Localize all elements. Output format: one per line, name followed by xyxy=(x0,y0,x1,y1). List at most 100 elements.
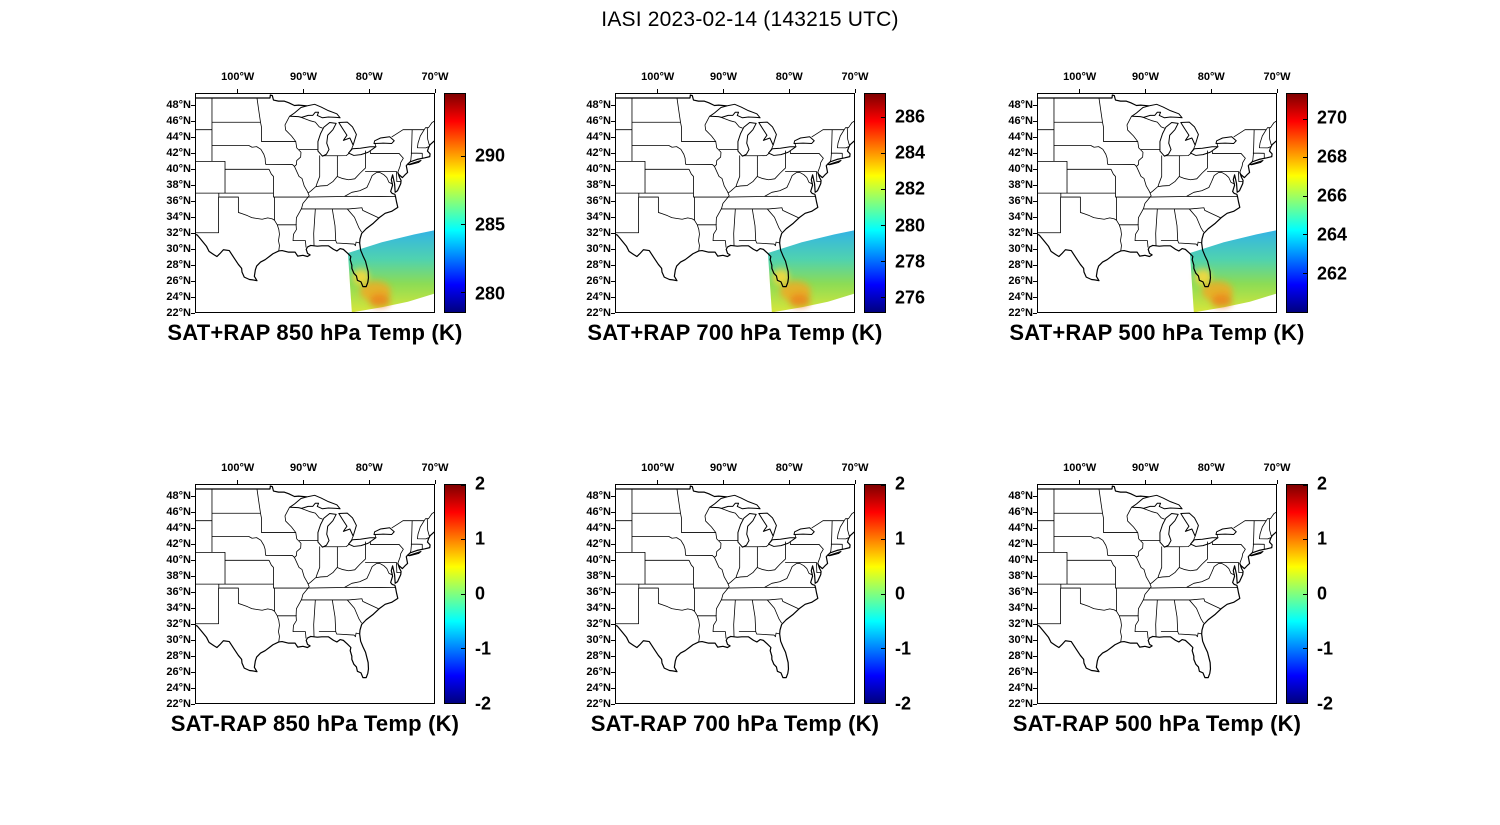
panel-title: SAT+RAP 850 hPa Temp (K) xyxy=(167,320,463,345)
lat-tick-label: 48°N xyxy=(166,99,191,111)
lat-tick-mark xyxy=(191,264,195,266)
lat-tick-mark xyxy=(1033,120,1037,122)
colorbar-tick-label: 0 xyxy=(895,583,906,604)
lat-tick-mark xyxy=(191,312,195,314)
lat-tick-label: 48°N xyxy=(1008,99,1033,111)
lon-tick-mark xyxy=(1210,89,1212,93)
lat-tick-mark xyxy=(1033,248,1037,250)
lat-tick-label: 42°N xyxy=(1008,147,1033,159)
lat-tick-label: 28°N xyxy=(166,259,191,271)
lat-tick-label: 38°N xyxy=(166,179,191,191)
us-map-svg xyxy=(1038,94,1276,312)
state-boundaries xyxy=(196,485,434,679)
lat-tick-mark xyxy=(1033,296,1037,298)
colorbar-tick-mark xyxy=(1303,702,1307,704)
lat-tick-mark xyxy=(1033,312,1037,314)
colorbar-tick-label: 276 xyxy=(895,287,926,308)
lat-tick-mark xyxy=(611,687,615,689)
lat-tick-label: 38°N xyxy=(586,179,611,191)
lon-tick-mark xyxy=(302,480,304,484)
map-axes xyxy=(195,484,435,704)
colorbar-tick-label: -2 xyxy=(475,693,492,714)
lat-tick-label: 32°N xyxy=(586,227,611,239)
lat-tick-label: 36°N xyxy=(1008,195,1033,207)
state-boundaries xyxy=(1038,485,1276,679)
figure-title: IASI 2023-02-14 (143215 UTC) xyxy=(601,8,899,31)
colorbar-tick-label: 280 xyxy=(475,283,506,304)
lat-tick-mark xyxy=(191,687,195,689)
colorbar-tick-label: -2 xyxy=(1317,693,1334,714)
colorbar-tick-mark xyxy=(1303,118,1307,120)
lat-tick-mark xyxy=(611,543,615,545)
colorbar-tick-label: -1 xyxy=(475,638,492,659)
colorbar-tick-mark xyxy=(881,648,885,649)
lon-tick-label: 90°W xyxy=(709,462,737,474)
lat-tick-label: 46°N xyxy=(586,115,611,127)
lat-tick-label: 34°N xyxy=(586,602,611,614)
lat-tick-label: 40°N xyxy=(1008,554,1033,566)
lon-tick-mark xyxy=(722,480,724,484)
lat-tick-mark xyxy=(191,152,195,154)
lat-tick-mark xyxy=(611,200,615,202)
lat-tick-label: 46°N xyxy=(166,115,191,127)
lat-tick-mark xyxy=(1033,607,1037,609)
lat-tick-mark xyxy=(611,232,615,234)
lat-tick-mark xyxy=(1033,232,1037,234)
panel-title: SAT-RAP 850 hPa Temp (K) xyxy=(170,711,460,736)
lat-tick-label: 36°N xyxy=(166,195,191,207)
lat-tick-mark xyxy=(191,184,195,186)
satellite-swath xyxy=(348,230,434,312)
lat-tick-mark xyxy=(611,280,615,282)
colorbar-tick-label: 2 xyxy=(1317,473,1328,494)
colorbar-tick-mark xyxy=(1303,234,1307,236)
satellite-swath xyxy=(1190,230,1276,312)
lon-tick-label: 70°W xyxy=(1263,71,1291,83)
lat-tick-label: 24°N xyxy=(166,682,191,694)
lat-tick-mark xyxy=(1033,136,1037,138)
lon-tick-mark xyxy=(854,89,856,93)
colorbar xyxy=(1286,93,1308,313)
lat-tick-mark xyxy=(611,136,615,138)
lat-tick-mark xyxy=(1033,216,1037,218)
lat-tick-label: 48°N xyxy=(1008,490,1033,502)
panel-sat-minus-rap-850: 100°W 90°W 80°W 70°W 48°N 46°N 44°N 42°N 40°N 38°… xyxy=(166,462,525,749)
colorbar-tick-mark xyxy=(461,484,465,486)
lat-tick-mark xyxy=(611,120,615,122)
colorbar-tick-mark xyxy=(461,702,465,704)
colorbar xyxy=(444,484,466,704)
colorbar-tick-mark xyxy=(1303,195,1307,197)
panel-sat-plus-rap-700: 100°W 90°W 80°W 70°W 48°N 46°N 44°N 42°N 40°N 38°… xyxy=(586,71,945,358)
lon-tick-label: 90°W xyxy=(1131,462,1159,474)
lat-tick-mark xyxy=(191,296,195,298)
satellite-swath xyxy=(768,230,854,312)
lon-tick-label: 100°W xyxy=(1063,462,1097,474)
lat-tick-mark xyxy=(191,280,195,282)
lon-tick-label: 100°W xyxy=(221,71,255,83)
lat-tick-label: 32°N xyxy=(1008,227,1033,239)
lat-tick-label: 42°N xyxy=(586,538,611,550)
lat-tick-label: 48°N xyxy=(586,99,611,111)
colorbar-tick-label: 0 xyxy=(1317,583,1328,604)
lon-tick-label: 70°W xyxy=(841,462,869,474)
us-map-svg xyxy=(196,485,434,679)
lon-tick-label: 70°W xyxy=(1263,462,1291,474)
lon-tick-mark xyxy=(1079,89,1081,93)
lat-tick-mark xyxy=(1033,559,1037,561)
colorbar xyxy=(1286,484,1308,704)
lat-tick-label: 38°N xyxy=(166,570,191,582)
lat-tick-mark xyxy=(611,655,615,657)
lat-tick-mark xyxy=(1033,280,1037,282)
panel-sat-minus-rap-700: 100°W 90°W 80°W 70°W 48°N 46°N 44°N 42°N 40°N 38°… xyxy=(586,462,945,749)
lat-tick-label: 30°N xyxy=(1008,634,1033,646)
map-axes xyxy=(1037,484,1277,704)
lon-tick-label: 80°W xyxy=(355,462,383,474)
colorbar-tick-mark xyxy=(461,648,465,649)
lon-tick-label: 70°W xyxy=(421,462,449,474)
lat-tick-label: 22°N xyxy=(1008,307,1033,319)
lat-tick-label: 30°N xyxy=(586,243,611,255)
lon-tick-mark xyxy=(237,480,239,484)
lon-tick-label: 90°W xyxy=(1131,71,1159,83)
colorbar-tick-label: 268 xyxy=(1317,146,1348,167)
lat-tick-mark xyxy=(611,527,615,529)
lat-tick-label: 32°N xyxy=(166,227,191,239)
